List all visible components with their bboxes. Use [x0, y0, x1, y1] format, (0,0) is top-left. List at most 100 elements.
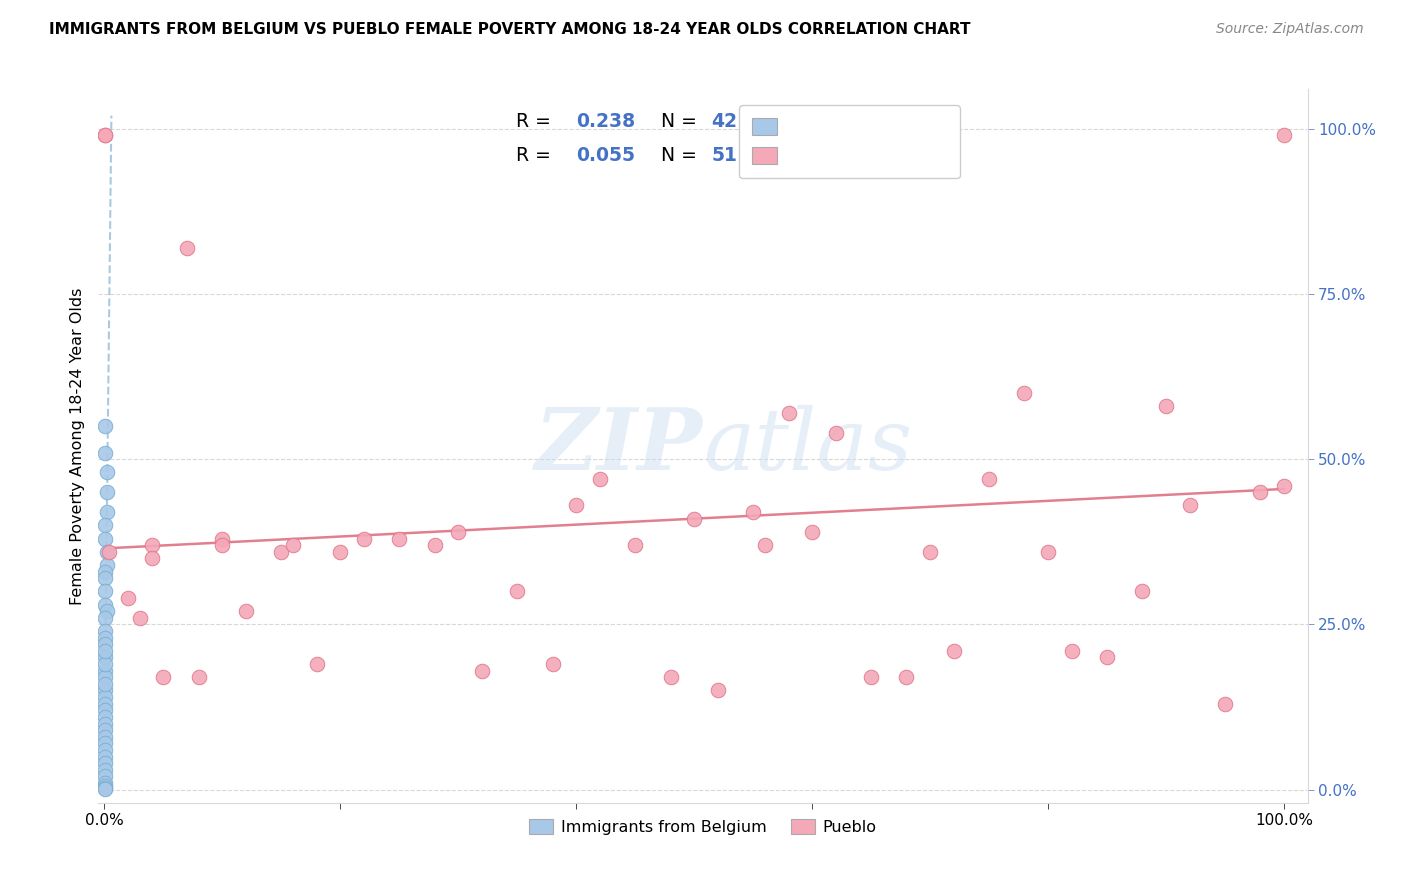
Point — [270, 545, 292, 559]
Point — [94, 128, 117, 143]
Point — [94, 637, 117, 651]
Point — [94, 756, 117, 771]
Point — [235, 604, 257, 618]
Point — [1213, 697, 1236, 711]
Point — [94, 749, 117, 764]
Point — [447, 524, 470, 539]
Point — [778, 406, 800, 420]
Point — [1249, 485, 1271, 500]
Point — [96, 485, 118, 500]
Point — [176, 241, 198, 255]
Point — [94, 769, 117, 783]
Point — [1272, 478, 1295, 492]
Text: R =: R = — [516, 146, 557, 165]
Point — [388, 532, 411, 546]
Point — [94, 445, 117, 459]
Point — [187, 670, 209, 684]
Text: IMMIGRANTS FROM BELGIUM VS PUEBLO FEMALE POVERTY AMONG 18-24 YEAR OLDS CORRELATI: IMMIGRANTS FROM BELGIUM VS PUEBLO FEMALE… — [49, 22, 970, 37]
Point — [152, 670, 174, 684]
Text: R =: R = — [516, 112, 557, 131]
Point — [94, 763, 117, 777]
Point — [977, 472, 1000, 486]
Point — [98, 545, 121, 559]
Point — [94, 598, 117, 612]
Point — [94, 532, 117, 546]
Point — [94, 677, 117, 691]
Point — [329, 545, 352, 559]
Point — [1060, 644, 1083, 658]
Point — [742, 505, 765, 519]
Point — [94, 697, 117, 711]
Point — [541, 657, 564, 671]
Point — [860, 670, 883, 684]
Point — [94, 781, 117, 796]
Point — [1095, 650, 1118, 665]
Point — [96, 545, 118, 559]
Point — [211, 538, 233, 552]
Point — [565, 499, 588, 513]
Point — [94, 565, 117, 579]
Point — [94, 716, 117, 731]
Point — [94, 703, 117, 717]
Point — [94, 419, 117, 434]
Point — [141, 538, 163, 552]
Point — [94, 776, 117, 790]
Point — [94, 780, 117, 795]
Point — [94, 736, 117, 750]
Point — [624, 538, 647, 552]
Point — [94, 128, 117, 143]
Point — [94, 644, 117, 658]
Text: 0.238: 0.238 — [576, 112, 636, 131]
Text: ZIP: ZIP — [536, 404, 703, 488]
Point — [94, 683, 117, 698]
Point — [94, 631, 117, 645]
Point — [1178, 499, 1201, 513]
Point — [589, 472, 612, 486]
Point — [94, 710, 117, 724]
Point — [94, 723, 117, 738]
Point — [1036, 545, 1059, 559]
Point — [659, 670, 682, 684]
Point — [305, 657, 328, 671]
Point — [96, 558, 118, 572]
Point — [754, 538, 776, 552]
Point — [942, 644, 965, 658]
Text: 51: 51 — [711, 146, 737, 165]
Point — [920, 545, 942, 559]
Point — [94, 670, 117, 684]
Point — [211, 532, 233, 546]
Point — [94, 611, 117, 625]
Y-axis label: Female Poverty Among 18-24 Year Olds: Female Poverty Among 18-24 Year Olds — [69, 287, 84, 605]
Point — [94, 624, 117, 638]
Point — [801, 524, 824, 539]
Point — [353, 532, 375, 546]
Point — [506, 584, 529, 599]
Point — [94, 518, 117, 533]
Point — [1132, 584, 1154, 599]
Point — [94, 743, 117, 757]
Point — [96, 466, 118, 480]
Point — [1014, 386, 1036, 401]
Point — [128, 611, 150, 625]
Point — [1154, 400, 1177, 414]
Point — [94, 650, 117, 665]
Point — [94, 657, 117, 671]
Point — [96, 505, 118, 519]
Point — [96, 604, 118, 618]
Point — [141, 551, 163, 566]
Text: 0.055: 0.055 — [576, 146, 636, 165]
Point — [94, 690, 117, 704]
Point — [94, 779, 117, 793]
Point — [94, 584, 117, 599]
Legend: Immigrants from Belgium, Pueblo: Immigrants from Belgium, Pueblo — [523, 813, 883, 841]
Point — [471, 664, 494, 678]
Point — [117, 591, 139, 605]
Text: Source: ZipAtlas.com: Source: ZipAtlas.com — [1216, 22, 1364, 37]
Point — [423, 538, 446, 552]
Text: atlas: atlas — [703, 405, 912, 487]
Text: 42: 42 — [711, 112, 738, 131]
Point — [706, 683, 728, 698]
Point — [683, 511, 706, 525]
Point — [281, 538, 304, 552]
Text: N =: N = — [648, 146, 703, 165]
